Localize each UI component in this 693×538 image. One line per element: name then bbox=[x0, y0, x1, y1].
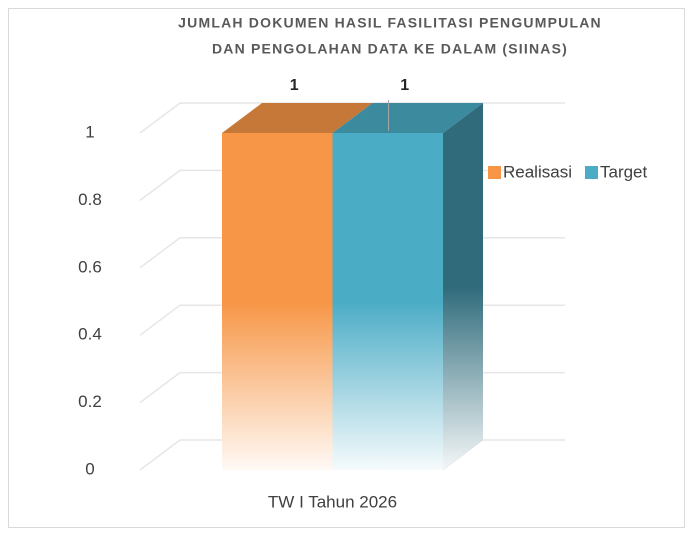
y-tick-label: 0.2 bbox=[78, 392, 102, 411]
legend-label: Realisasi bbox=[503, 162, 572, 181]
bar-top bbox=[222, 103, 373, 133]
bar-fade bbox=[332, 133, 443, 470]
y-tick-label: 0.6 bbox=[78, 257, 102, 276]
chart-title: JUMLAH DOKUMEN HASIL FASILITASI PENGUMPU… bbox=[178, 15, 602, 31]
y-tick-label: 1 bbox=[85, 122, 94, 141]
y-tick-label: 0.4 bbox=[78, 325, 102, 344]
bar-fade bbox=[443, 103, 483, 470]
y-tick-label: 0.8 bbox=[78, 190, 102, 209]
value-label: 1 bbox=[400, 77, 409, 94]
legend-label: Target bbox=[600, 162, 648, 181]
value-label: 1 bbox=[290, 77, 299, 94]
bar-fade bbox=[222, 133, 333, 470]
y-tick-label: 0 bbox=[85, 459, 94, 478]
legend-swatch bbox=[488, 166, 501, 179]
chart-title: DAN PENGOLAHAN DATA KE DALAM (SIINAS) bbox=[212, 41, 568, 57]
legend-swatch bbox=[584, 166, 598, 179]
x-tick-label: TW I Tahun 2026 bbox=[268, 492, 397, 511]
bar-top bbox=[332, 103, 483, 133]
